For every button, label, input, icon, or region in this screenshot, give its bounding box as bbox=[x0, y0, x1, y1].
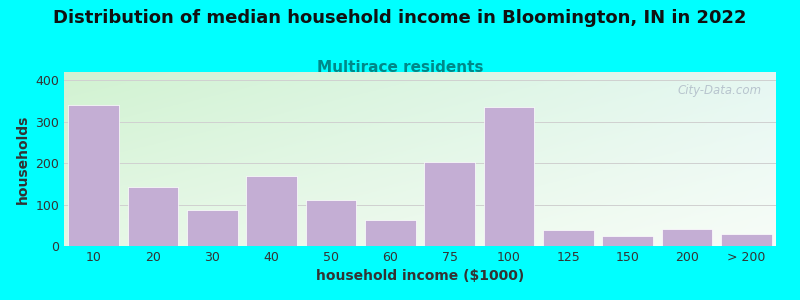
X-axis label: household income ($1000): household income ($1000) bbox=[316, 269, 524, 284]
Bar bbox=[543, 230, 594, 246]
Bar bbox=[187, 209, 238, 246]
Bar bbox=[721, 234, 771, 246]
Bar bbox=[246, 176, 297, 246]
Text: Multirace residents: Multirace residents bbox=[317, 60, 483, 75]
Bar bbox=[484, 107, 534, 246]
Y-axis label: households: households bbox=[16, 114, 30, 204]
Bar bbox=[69, 105, 119, 246]
Bar bbox=[306, 200, 356, 246]
Bar bbox=[662, 230, 712, 246]
Text: Distribution of median household income in Bloomington, IN in 2022: Distribution of median household income … bbox=[54, 9, 746, 27]
Bar bbox=[365, 220, 415, 246]
Text: City-Data.com: City-Data.com bbox=[678, 84, 762, 97]
Bar bbox=[425, 162, 475, 246]
Bar bbox=[128, 187, 178, 246]
Bar bbox=[602, 236, 653, 246]
